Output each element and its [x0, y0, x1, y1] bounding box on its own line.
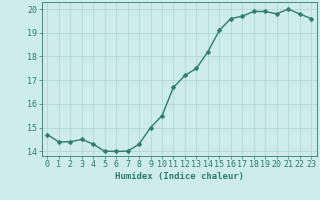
X-axis label: Humidex (Indice chaleur): Humidex (Indice chaleur) [115, 172, 244, 181]
